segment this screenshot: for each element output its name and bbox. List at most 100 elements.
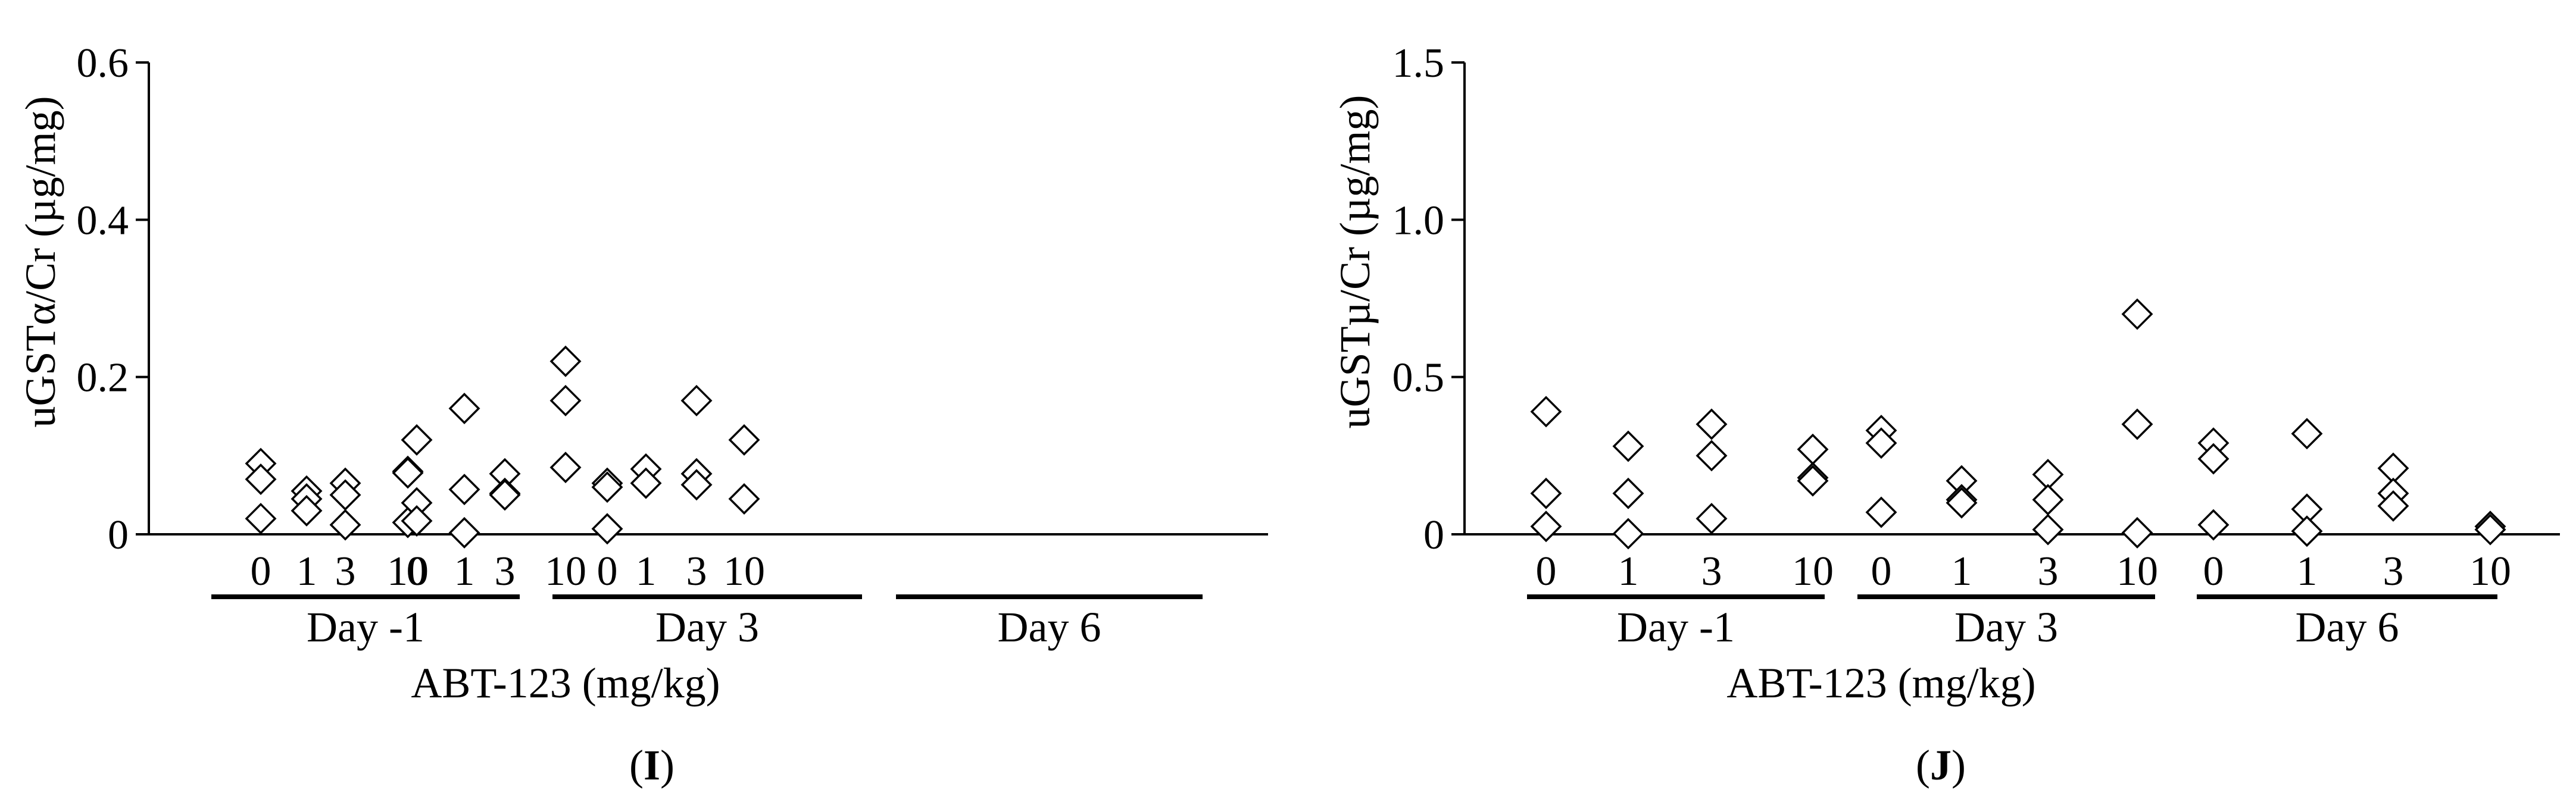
data-point-diamond [549, 345, 582, 377]
x-axis-title: ABT-123 (mg/kg) [411, 659, 720, 707]
data-point-diamond [591, 471, 623, 503]
x-dose-label: 3 [2383, 549, 2404, 594]
data-point-diamond [1612, 430, 1644, 462]
data-point-diamond [1530, 396, 1562, 428]
data-point-diamond [1696, 440, 1728, 472]
y-axis-title: uGSTµ/Cr (µg/mg) [1331, 95, 1379, 429]
data-point-diamond [2377, 490, 2409, 522]
x-dose-label: 1 [296, 549, 317, 594]
x-dose-label: 0 [2203, 549, 2224, 594]
data-point-diamond [2474, 513, 2506, 546]
data-point-diamond [2121, 298, 2153, 330]
x-dose-label: 1 [1951, 549, 1972, 594]
data-point-diamond [1865, 427, 1897, 459]
y-tick-label: 0.5 [1392, 355, 1445, 401]
x-axis-title: ABT-123 (mg/kg) [1726, 659, 2035, 707]
axes [148, 62, 1268, 535]
data-point-diamond [1612, 518, 1644, 550]
x-dose-label: 3 [686, 549, 707, 594]
data-point-diamond [2121, 516, 2153, 549]
panel-letter: J [1930, 741, 1951, 789]
data-point-diamond [329, 509, 361, 541]
data-point-diamond [591, 513, 623, 545]
data-point-diamond [392, 457, 424, 489]
y-axis-ticks: 0 0.2 0.4 0.6 [77, 40, 149, 558]
data-point-diamond [2291, 515, 2323, 547]
data-point-diamond [489, 479, 521, 511]
y-tick-label: 0 [1423, 512, 1444, 558]
data-point-diamond [401, 424, 433, 456]
data-point-diamond [1530, 477, 1562, 509]
x-dose-label: 1 [454, 549, 475, 594]
x-group-label: Day -1 [1617, 603, 1735, 651]
data-point-diamond [2032, 513, 2064, 546]
panel-label: (J) [1916, 741, 1966, 789]
data-point-diamond [1797, 465, 1829, 497]
data-points [1530, 298, 2506, 550]
x-dose-label: 10 [387, 549, 429, 594]
x-group-label: Day 6 [998, 603, 1101, 651]
x-group-label: Day -1 [307, 603, 424, 651]
x-dose-label: 3 [495, 549, 516, 594]
x-dose-label: 1 [1618, 549, 1639, 594]
panel-label: (I) [629, 741, 675, 789]
y-tick-label: 0.6 [77, 40, 129, 86]
data-point-diamond [549, 384, 582, 416]
x-dose-label: 0 [407, 549, 427, 594]
y-axis-ticks: 0 0.5 1.0 1.5 [1392, 40, 1465, 558]
data-point-diamond [728, 424, 760, 456]
data-point-diamond [680, 469, 713, 501]
data-point-diamond [1696, 408, 1728, 440]
x-dose-label: 3 [2038, 549, 2059, 594]
x-dose-label: 3 [335, 549, 356, 594]
x-dose-label: 10 [1792, 549, 1834, 594]
x-dose-label: 0 [597, 549, 618, 594]
y-tick-label: 1.0 [1392, 198, 1445, 243]
data-point-diamond [1946, 487, 1978, 519]
data-point-diamond [549, 452, 582, 484]
data-point-diamond [245, 503, 277, 535]
data-point-diamond [2197, 509, 2230, 541]
y-axis-title: uGSTα/Cr (µg/mg) [17, 96, 64, 427]
data-point-diamond [448, 516, 480, 549]
x-dose-label: 10 [2469, 549, 2511, 594]
data-point-diamond [291, 494, 323, 527]
x-dose-label: 0 [1536, 549, 1557, 594]
y-tick-label: 1.5 [1392, 40, 1445, 86]
data-point-diamond [448, 393, 480, 425]
y-tick-label: 0.2 [77, 355, 129, 401]
y-tick-label: 0.4 [77, 198, 129, 243]
data-point-diamond [401, 505, 433, 537]
data-point-diamond [2291, 418, 2323, 450]
data-points [245, 345, 760, 549]
data-point-diamond [680, 384, 713, 416]
x-group-label: Day 6 [2296, 603, 2399, 651]
x-dose-label: 10 [2116, 549, 2158, 594]
y-tick-label: 0 [108, 512, 129, 558]
data-point-diamond [1530, 511, 1562, 543]
x-group-label: Day 3 [1954, 603, 2058, 651]
x-dose-label: 3 [1701, 549, 1722, 594]
data-point-diamond [1696, 503, 1728, 535]
data-point-diamond [245, 463, 277, 495]
x-dose-label: 0 [1871, 549, 1892, 594]
data-point-diamond [728, 483, 760, 515]
x-dose-label: 1 [2297, 549, 2318, 594]
data-point-diamond [630, 467, 662, 499]
x-dose-label: 0 [251, 549, 271, 594]
axes [1463, 62, 2560, 535]
x-dose-label: 10 [545, 549, 586, 594]
x-dose-label: 10 [723, 549, 765, 594]
panel-letter: I [644, 741, 660, 789]
data-point-diamond [448, 474, 480, 506]
data-point-diamond [1865, 496, 1897, 528]
data-point-diamond [1612, 477, 1644, 509]
data-point-diamond [2197, 443, 2230, 475]
x-axis-groups: 0 1 3 10 Day -1 0 1 3 10 Day 3 0 1 3 10 Day 6 [1527, 549, 2511, 651]
